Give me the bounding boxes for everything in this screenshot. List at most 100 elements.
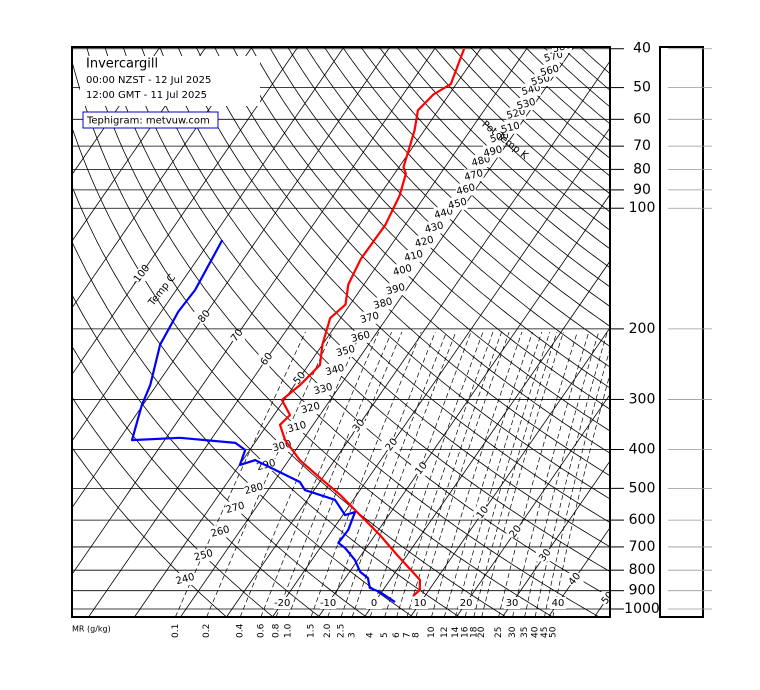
isotherm [72,47,345,442]
label-backdrop [411,463,430,476]
mixing-ratio-line [455,331,543,617]
mr-label: 0.1 [171,624,181,638]
y-tick-label: 900 [629,583,656,599]
plot-frame [71,46,611,618]
label-backdrop [463,169,484,182]
isotherm-label: 50 [600,590,617,607]
isentrope [72,185,460,617]
isotherm-label: -10 [320,598,336,609]
y-tick-label: 40 [633,41,651,57]
mixing-ratio-line [206,331,333,617]
mixing-ratio-line [498,331,578,617]
label-backdrop [550,597,567,609]
mixing-ratio-line [524,331,600,617]
isentrope-label: 270 [225,500,246,516]
mixing-ratio-line [415,331,510,617]
label-backdrop [521,83,542,96]
label-backdrop [536,549,555,562]
isentrope-label: 540 [521,82,542,98]
isentrope [122,47,610,573]
isentrope-label: 340 [324,363,345,379]
y-tick-label: 800 [629,562,656,578]
mr-label: 18 [469,626,479,638]
label-backdrop [194,311,213,324]
label-backdrop [313,383,334,395]
label-backdrop [530,74,551,87]
isentrope-label: 500 [489,130,510,146]
isotherm-label: 30 [506,598,519,609]
label-backdrop [226,330,245,343]
isentrope [287,47,610,368]
label-backdrop [324,364,345,376]
isotherm [72,47,391,509]
isentrope [72,345,321,617]
side-panel [659,46,704,618]
mr-label: 10 [427,626,437,638]
label-backdrop [348,421,367,433]
y-tick-label: 500 [629,480,656,496]
label-backdrop [381,440,400,452]
isentrope-label: 350 [335,344,356,360]
source: Tephigram: metvuw.com [86,116,210,127]
mixing-ratio-line [544,347,610,617]
mr-label: 7 [402,632,412,638]
label-backdrop [489,131,510,144]
isentrope [378,47,610,269]
isotherm-label: 0 [371,598,377,609]
label-backdrop [193,549,214,562]
mr-label: 12 [440,627,450,638]
isentrope [323,47,610,327]
isotherm [364,260,610,617]
isotherm-label: 10 [414,598,427,609]
mixing-ratio-line [443,331,533,617]
mr-label: 5 [380,632,390,638]
isentrope-label: 440 [433,206,454,222]
label-backdrop [482,145,503,158]
isentrope-label: 580 [551,40,572,56]
isentrope-label: 430 [424,220,445,236]
isentrope [451,47,610,195]
label-backdrop [598,592,610,604]
isentrope-label: 370 [359,310,380,326]
isentrope [433,47,610,213]
y-tick-label: 100 [629,200,656,216]
y-tick-label: 60 [633,111,651,127]
isotherm [226,60,610,617]
label-backdrop [539,64,560,77]
mixing-ratio-line [431,331,523,617]
isentrope [470,47,610,177]
mixing-ratio-line [327,331,436,617]
isotherm [502,460,610,617]
mr-label: 30 [508,626,518,638]
y-tick-label: 70 [633,138,651,154]
mr-label: 1.0 [284,623,294,638]
label-backdrop [392,264,413,277]
isentrope [177,47,610,500]
label-backdrop [414,235,435,248]
isotherm [272,127,610,617]
mixing-ratio-line [260,331,380,617]
mr-label: 6 [392,632,402,638]
label-backdrop [424,221,445,234]
label-backdrop [543,50,564,63]
mixing-ratio-line [351,331,457,617]
label-backdrop [300,402,321,414]
label-backdrop [366,597,383,609]
mixing-ratio-line [473,331,558,617]
y-tick-label: 700 [629,539,656,555]
label-backdrop [350,330,371,343]
isentrope-label: 400 [392,263,413,279]
mixing-ratio-line [369,331,472,617]
chart-subtitle: 12:00 GMT - 11 Jul 2025 [86,90,207,101]
isotherm [72,47,253,309]
chart-subtitle: 00:00 NZST - 12 Jul 2025 [86,75,211,86]
label-backdrop [385,283,406,296]
isentrope [305,47,610,347]
y-tick-label: 1000 [624,601,660,617]
isentrope-label: 390 [385,282,406,298]
mr-label: 0.4 [236,623,246,638]
mr-label: 0.8 [272,623,282,638]
isentrope-label: 550 [530,73,551,89]
isentrope-label: 530 [516,97,537,113]
label-backdrop [458,597,475,609]
